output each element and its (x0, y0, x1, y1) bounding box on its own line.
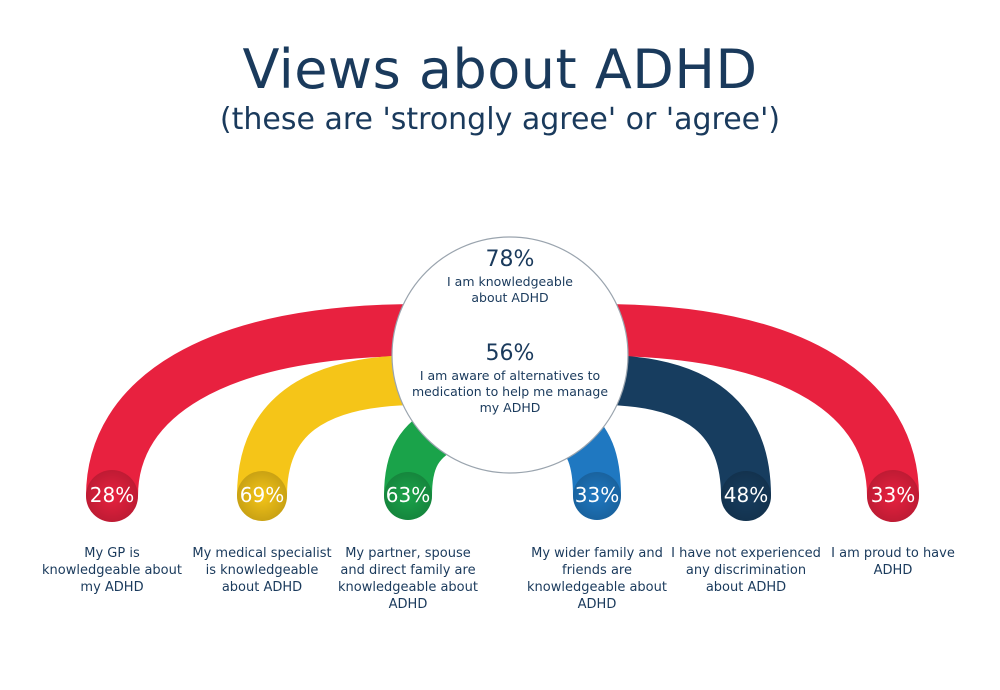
arcs-layer (86, 304, 919, 522)
arc-end-shade-wider-family (573, 472, 621, 520)
center-bottom-text: I am aware of alternatives to medication… (411, 368, 609, 415)
arc-end-shade-specialist (237, 471, 287, 521)
arc-end-shade-partner (384, 472, 432, 520)
arc-end-shade-discrimination (721, 471, 771, 521)
arc-pct-proud: 33% (870, 483, 916, 507)
caption-discrimination: I have not experienced any discriminatio… (671, 546, 821, 595)
caption-wider-family: My wider family and friends are knowledg… (527, 546, 667, 612)
center-top-text: I am knowledgeable about ADHD (447, 274, 573, 305)
arc-pct-discrimination: 48% (723, 483, 769, 507)
center-bottom-pct: 56% (485, 341, 535, 366)
center-circle (391, 236, 629, 474)
center-stat-top: 78% I am knowledgeable about ADHD (405, 247, 615, 306)
arc-pct-gp: 28% (89, 483, 135, 507)
page-title: Views about ADHD (242, 38, 758, 101)
arc-gp (86, 304, 421, 498)
arc-discrimination (599, 355, 771, 497)
arc-specialist (237, 355, 421, 497)
arc-end-shade-gp (86, 470, 138, 522)
center-stat-bottom: 56% I am aware of alternatives to medica… (405, 341, 615, 416)
arc-pct-specialist: 69% (239, 483, 285, 507)
arc-pct-partner: 63% (385, 483, 431, 507)
center-top-pct: 78% (485, 247, 535, 272)
page-subtitle: (these are 'strongly agree' or 'agree') (219, 102, 781, 137)
caption-proud: I am proud to have ADHD (831, 546, 955, 578)
arc-proud (599, 304, 919, 497)
arc-end-shade-proud (867, 470, 919, 522)
arc-pct-wider-family: 33% (574, 483, 620, 507)
caption-partner: My partner, spouse and direct family are… (338, 546, 478, 612)
caption-gp: My GP is knowledgeable about my ADHD (42, 546, 182, 595)
caption-specialist: My medical specialist is knowledgeable a… (192, 546, 332, 595)
